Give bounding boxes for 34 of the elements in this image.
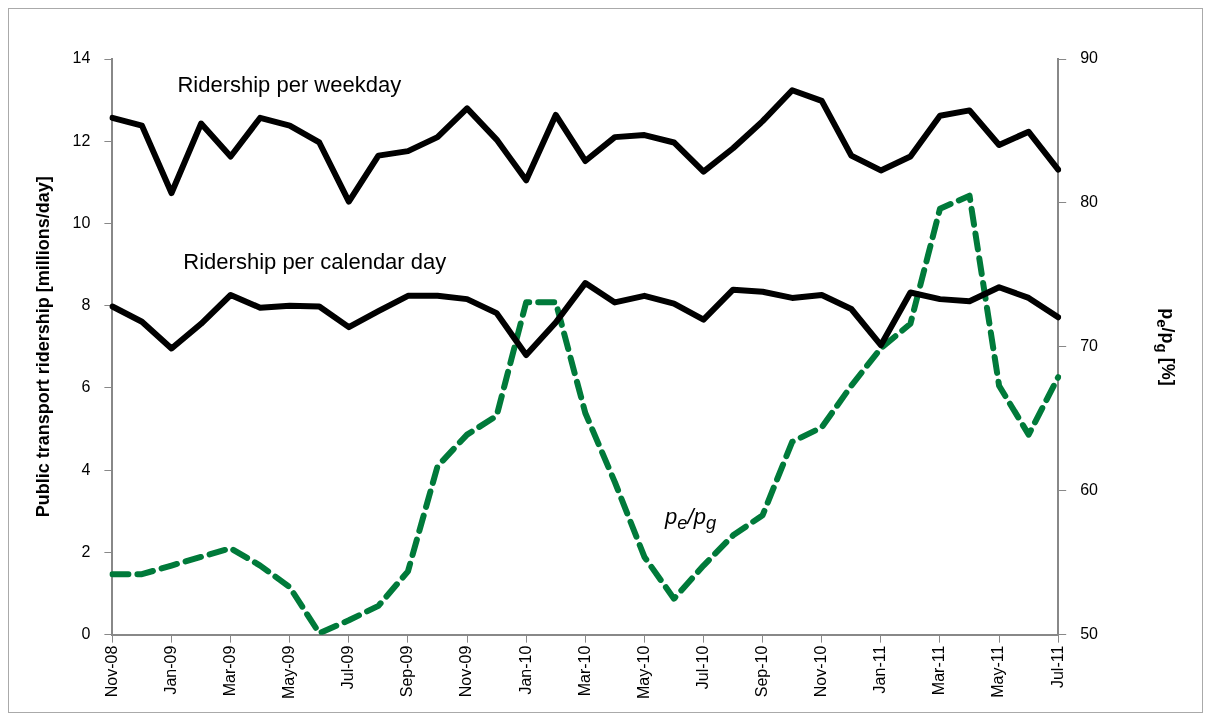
y2-tick-label: 90 [1080, 49, 1099, 67]
y-tick-label: 8 [81, 296, 91, 314]
y-tick-label: 0 [81, 625, 91, 643]
x-tick-label: May-09 [280, 645, 298, 700]
x-tick-label: Jan-11 [871, 645, 889, 694]
x-tick-label: Sep-10 [753, 645, 771, 698]
y-tick-label: 2 [81, 542, 91, 560]
x-tick-label: Jul-09 [339, 645, 357, 690]
series-label: p$_{e}$/p$_{g}$ [665, 503, 717, 533]
x-tick-label: Jan-10 [516, 645, 534, 695]
x-tick-label: Nov-10 [812, 645, 830, 698]
y-tick-label: 4 [81, 460, 91, 478]
x-tick-label: Nov-08 [102, 645, 120, 698]
x-tick-label: Mar-10 [575, 645, 593, 697]
x-tick-label: Jan-09 [161, 645, 179, 695]
x-tick-label: May-10 [634, 645, 652, 700]
x-tick-label: May-11 [989, 645, 1007, 698]
x-tick-label: Nov-09 [457, 645, 475, 698]
y-tick-label: 12 [72, 131, 91, 149]
series-label: Ridership per weekday [177, 71, 402, 97]
x-tick-label: Jul-11 [1048, 645, 1066, 689]
series-label: Ridership per calendar day [183, 248, 447, 274]
y-tick-label: 6 [81, 378, 91, 396]
y2-tick-label: 70 [1080, 337, 1099, 355]
x-tick-label: Mar-09 [221, 645, 239, 697]
y-tick-label: 14 [72, 49, 91, 67]
y2-tick-label: 50 [1080, 625, 1099, 643]
y2-tick-label: 60 [1080, 481, 1099, 499]
x-tick-label: Jul-10 [693, 645, 711, 690]
y-axis-title: Public transport ridership [millions/day] [32, 176, 53, 518]
x-tick-label: Sep-09 [398, 645, 416, 698]
y-tick-label: 10 [72, 213, 91, 231]
x-tick-label: Mar-11 [930, 645, 948, 696]
y2-tick-label: 80 [1080, 193, 1099, 211]
